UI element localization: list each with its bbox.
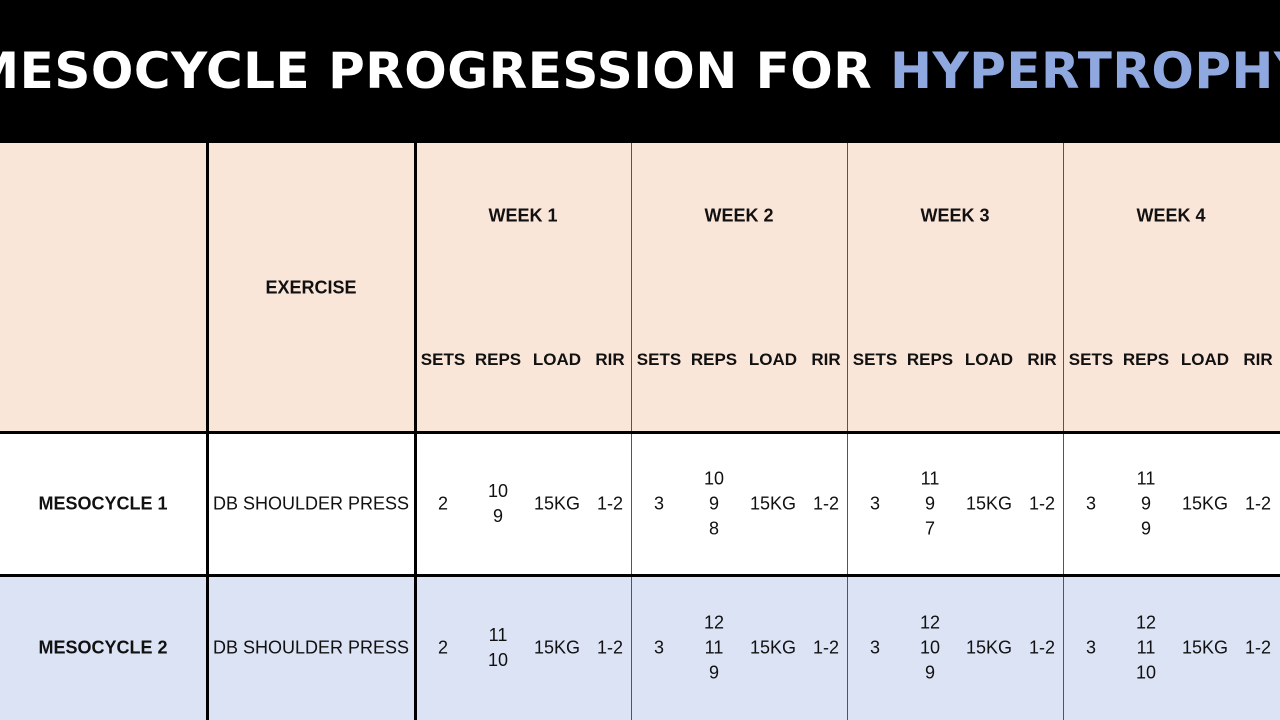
title-banner: MESOCYCLE PROGRESSION FOR HYPERTROPHY (0, 0, 1280, 143)
title-accent: HYPERTROPHY (890, 41, 1280, 100)
rir-value: 1-2 (1028, 493, 1056, 514)
reps-value: 10 (919, 637, 941, 658)
subcolumn-header: LOAD (964, 350, 1014, 369)
reps-value: 7 (924, 518, 935, 539)
load-value: 15KG (1181, 493, 1229, 514)
row-label: MESOCYCLE 2 (38, 637, 168, 658)
load-value: 15KG (1181, 637, 1229, 658)
reps-values: 11 10 (488, 623, 508, 673)
header-row-bg (0, 143, 1280, 432)
subcolumn-header: SETS (420, 350, 466, 369)
subcolumn-header: RIR (1243, 350, 1273, 369)
sets-value: 2 (437, 493, 449, 514)
subcolumn-header: LOAD (532, 350, 582, 369)
load-value: 15KG (965, 637, 1013, 658)
subcolumn-header: RIR (595, 350, 625, 369)
sets-value: 3 (869, 637, 881, 658)
reps-value: 10 (703, 468, 725, 489)
page-title: MESOCYCLE PROGRESSION FOR HYPERTROPHY (0, 42, 1280, 100)
subcolumn-header: LOAD (1180, 350, 1230, 369)
load-value: 15KG (533, 637, 581, 658)
rir-value: 1-2 (596, 493, 624, 514)
sets-value: 3 (653, 637, 665, 658)
reps-value: 8 (708, 518, 719, 539)
reps-value: 10 (487, 481, 509, 501)
reps-value: 12 (1135, 612, 1157, 633)
reps-value: 10 (487, 650, 509, 670)
row-1-bg (0, 432, 1280, 576)
row-label: MESOCYCLE 1 (38, 493, 168, 514)
rir-value: 1-2 (596, 637, 624, 658)
subcolumn-header: LOAD (748, 350, 798, 369)
reps-value: 9 (708, 662, 719, 683)
divider (0, 431, 1280, 434)
week-header: WEEK 2 (704, 205, 774, 226)
week-header: WEEK 1 (488, 205, 558, 226)
reps-value: 11 (1136, 637, 1156, 658)
reps-values: 12 11 10 (1136, 611, 1156, 686)
exercise-header: EXERCISE (265, 277, 357, 298)
week-header: WEEK 4 (1136, 205, 1206, 226)
subcolumn-header: REPS (474, 350, 522, 369)
rir-value: 1-2 (1028, 637, 1056, 658)
reps-value: 9 (924, 662, 935, 683)
reps-value: 11 (704, 637, 724, 658)
reps-value: 11 (488, 625, 508, 645)
progression-table: EXERCISE WEEK 1 SETS REPS LOAD RIR WEEK 2 SETS… (0, 143, 1280, 720)
load-value: 15KG (749, 493, 797, 514)
exercise-name: DB SHOULDER PRESS (212, 493, 410, 514)
reps-value: 9 (492, 506, 503, 526)
exercise-name: DB SHOULDER PRESS (212, 637, 410, 658)
subcolumn-header: RIR (1027, 350, 1057, 369)
reps-values: 12 11 9 (704, 611, 724, 686)
reps-values: 11 9 7 (921, 467, 940, 542)
reps-value: 9 (1140, 518, 1151, 539)
reps-value: 9 (924, 493, 935, 514)
reps-values: 12 10 9 (920, 611, 940, 686)
reps-values: 10 9 8 (704, 467, 724, 542)
rir-value: 1-2 (812, 493, 840, 514)
week-header: WEEK 3 (920, 205, 990, 226)
row-2-bg (0, 576, 1280, 720)
sets-value: 3 (653, 493, 665, 514)
reps-value: 9 (708, 493, 719, 514)
title-main: MESOCYCLE PROGRESSION FOR (0, 41, 873, 100)
subcolumn-header: SETS (1068, 350, 1114, 369)
subcolumn-header: SETS (636, 350, 682, 369)
reps-value: 11 (920, 468, 940, 489)
subcolumn-header: REPS (1122, 350, 1170, 369)
load-value: 15KG (965, 493, 1013, 514)
reps-values: 10 9 (488, 479, 508, 529)
sets-value: 3 (869, 493, 881, 514)
reps-value: 11 (1136, 468, 1156, 489)
load-value: 15KG (749, 637, 797, 658)
sets-value: 2 (437, 637, 449, 658)
sets-value: 3 (1085, 637, 1097, 658)
reps-value: 10 (1135, 662, 1157, 683)
load-value: 15KG (533, 493, 581, 514)
rir-value: 1-2 (1244, 637, 1272, 658)
subcolumn-header: REPS (906, 350, 954, 369)
subcolumn-header: RIR (811, 350, 841, 369)
reps-value: 12 (919, 612, 941, 633)
reps-value: 12 (703, 612, 725, 633)
subcolumn-header: REPS (690, 350, 738, 369)
sets-value: 3 (1085, 493, 1097, 514)
divider (0, 574, 1280, 577)
subcolumn-header: SETS (852, 350, 898, 369)
reps-values: 11 9 9 (1137, 467, 1156, 542)
reps-value: 9 (1140, 493, 1151, 514)
rir-value: 1-2 (812, 637, 840, 658)
rir-value: 1-2 (1244, 493, 1272, 514)
